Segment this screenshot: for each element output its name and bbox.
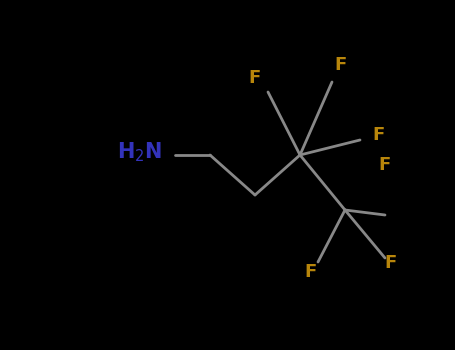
Text: F: F xyxy=(304,263,316,281)
Text: F: F xyxy=(334,56,346,74)
Text: H$_2$N: H$_2$N xyxy=(117,140,162,164)
Text: F: F xyxy=(372,126,384,144)
Text: F: F xyxy=(379,156,391,174)
Text: F: F xyxy=(384,254,396,272)
Text: F: F xyxy=(249,69,261,87)
